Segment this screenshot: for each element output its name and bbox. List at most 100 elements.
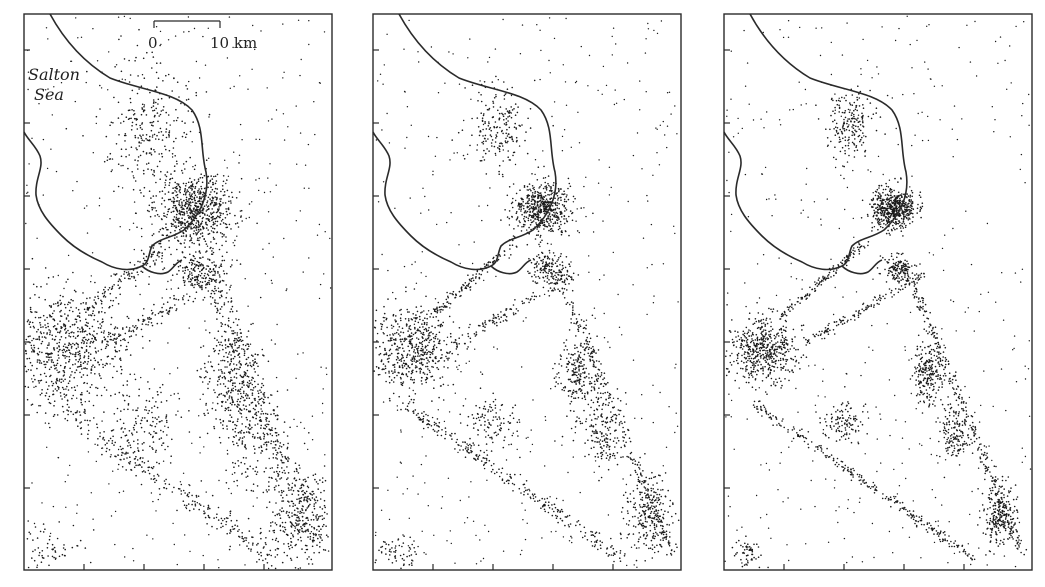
earthquake-dot [414,261,416,263]
earthquake-dot [150,148,153,151]
earthquake-dot [137,75,139,77]
earthquake-dot [143,106,145,108]
earthquake-dot [78,316,81,319]
earthquake-dot [531,185,534,187]
earthquake-dot [424,482,426,484]
earthquake-dot [112,333,114,336]
earthquake-dot [315,502,317,504]
earthquake-dot [51,312,54,315]
earthquake-dot [406,488,409,490]
earthquake-dot [268,530,271,532]
earthquake-dot [217,353,220,355]
earthquake-dot [178,202,180,204]
earthquake-dot [257,401,259,403]
earthquake-dot [212,251,215,254]
earthquake-dot [77,425,79,428]
earthquake-dot [191,282,193,285]
earthquake-dot [97,327,100,329]
earthquake-dot [66,349,68,352]
earthquake-dot [248,345,250,348]
earthquake-dot [231,305,234,308]
earthquake-dot [209,377,211,380]
earthquake-dot [178,217,180,220]
earthquake-dot [206,201,208,204]
earthquake-dot [458,244,460,246]
earthquake-dot [78,350,81,353]
earthquake-dot [244,394,247,397]
earthquake-dot [67,254,70,257]
earthquake-dot [70,343,72,346]
earthquake-dot [87,437,89,440]
earthquake-dot [63,554,66,557]
earthquake-dot [31,482,33,484]
earthquake-dot [404,147,406,149]
earthquake-dot [114,441,116,444]
earthquake-dot [160,322,163,325]
earthquake-dot [268,481,270,483]
earthquake-dot [222,194,225,197]
earthquake-dot [39,321,41,324]
earthquake-dot [561,444,563,446]
earthquake-dot [133,326,136,329]
earthquake-dot [508,444,510,446]
earthquake-dot [283,469,286,472]
earthquake-dot [213,517,215,519]
earthquake-dot [234,389,237,391]
earthquake-dot [534,173,536,176]
earthquake-dot [93,417,95,419]
earthquake-dot [74,318,77,321]
earthquake-dot [304,551,307,554]
earthquake-dot [554,255,556,257]
earthquake-dot [240,209,243,212]
earthquake-dot [207,186,209,189]
earthquake-dot [463,119,465,122]
earthquake-dot [29,361,32,364]
earthquake-dot [205,276,207,279]
earthquake-dot [186,206,189,209]
earthquake-dot [95,122,98,125]
earthquake-dot [534,159,537,161]
earthquake-dot [187,214,189,217]
earthquake-dot [178,200,181,202]
earthquake-dot [666,146,668,149]
earthquake-dot [585,215,587,218]
earthquake-dot [220,263,222,266]
earthquake-dot [276,405,279,408]
earthquake-dot [526,210,529,213]
earthquake-dot [66,399,69,402]
earthquake-dot [201,277,203,279]
earthquake-dot [267,211,270,213]
earthquake-dot [167,210,169,213]
earthquake-dot [198,284,200,287]
earthquake-dot [171,307,173,309]
earthquake-dot [191,241,193,244]
earthquake-dot [202,299,204,301]
earthquake-dot [66,385,68,388]
earthquake-dot [226,189,229,192]
earthquake-dot [179,191,181,194]
earthquake-dot [133,466,136,469]
earthquake-dot [148,210,150,213]
earthquake-dot [192,268,195,270]
earthquake-dot [114,66,116,68]
earthquake-dot [303,187,305,189]
earthquake-dot [34,294,36,296]
earthquake-dot [305,509,307,512]
earthquake-dot [68,332,70,335]
earthquake-dot [103,330,105,332]
earthquake-dot [182,231,184,234]
earthquake-dot [91,337,93,340]
earthquake-dot [234,342,236,344]
earthquake-dot [27,386,30,389]
earthquake-dot [169,462,172,464]
earthquake-dot [259,389,261,392]
earthquake-dot [40,332,43,335]
earthquake-dot [294,462,297,465]
earthquake-dot [202,212,204,214]
earthquake-dot [329,287,332,289]
earthquake-dot [188,197,190,200]
earthquake-dot [314,499,316,502]
earthquake-dot [420,272,422,274]
earthquake-dot [236,310,238,312]
earthquake-dot [206,273,209,276]
